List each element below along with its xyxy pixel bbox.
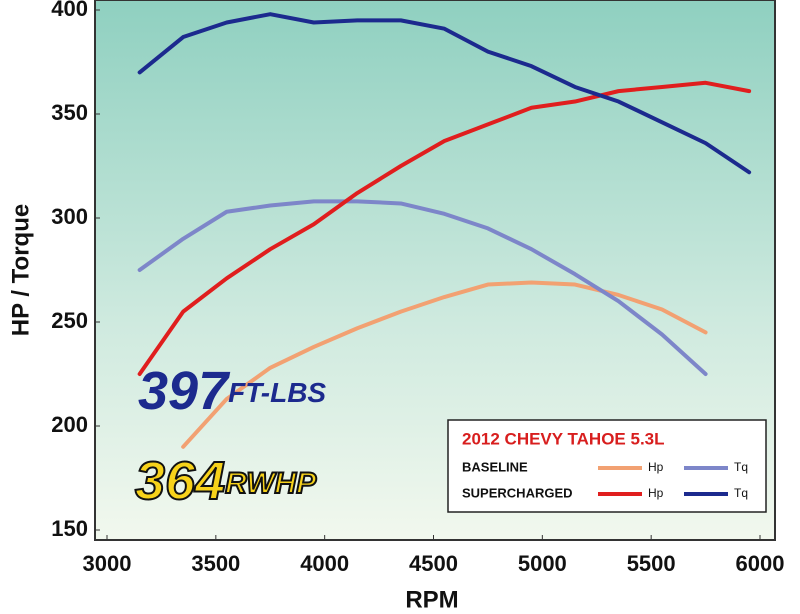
y-axis-label: HP / Torque bbox=[7, 204, 34, 336]
annotation-unit: RWHP bbox=[225, 467, 317, 500]
hp-annotation: 364RWHP bbox=[135, 451, 317, 511]
series-line bbox=[137, 80, 752, 376]
legend-label: Tq bbox=[734, 460, 748, 474]
x-tick-label: 5000 bbox=[518, 551, 567, 576]
annotation-value: 397 bbox=[138, 361, 231, 421]
legend-label: Tq bbox=[734, 486, 748, 500]
y-tick-label: 250 bbox=[51, 308, 88, 333]
torque-annotation: 397FT-LBS bbox=[138, 361, 326, 421]
series-line bbox=[137, 12, 752, 175]
legend-title: 2012 CHEVY TAHOE 5.3L bbox=[462, 429, 665, 448]
annotation-value: 364 bbox=[135, 451, 225, 511]
x-tick-label: 4500 bbox=[409, 551, 458, 576]
y-tick-label: 150 bbox=[51, 516, 88, 541]
y-tick-label: 200 bbox=[51, 412, 88, 437]
x-tick-label: 6000 bbox=[736, 551, 785, 576]
y-tick-label: 300 bbox=[51, 204, 88, 229]
x-tick-label: 3000 bbox=[83, 551, 132, 576]
x-axis-label: RPM bbox=[405, 586, 458, 613]
series-line bbox=[181, 280, 708, 449]
x-tick-label: 5500 bbox=[627, 551, 676, 576]
legend-group-label: SUPERCHARGED bbox=[462, 485, 573, 500]
legend-label: Hp bbox=[648, 486, 664, 500]
x-tick-label: 4000 bbox=[300, 551, 349, 576]
y-tick-label: 400 bbox=[51, 0, 88, 21]
legend: 2012 CHEVY TAHOE 5.3L BASELINE Hp Tq SUPERC… bbox=[447, 419, 767, 513]
y-tick-label: 350 bbox=[51, 100, 88, 125]
series-line bbox=[137, 199, 708, 376]
x-tick-label: 3500 bbox=[191, 551, 240, 576]
legend-group-label: BASELINE bbox=[462, 459, 528, 474]
annotation-unit: FT-LBS bbox=[228, 377, 326, 408]
legend-label: Hp bbox=[648, 460, 664, 474]
